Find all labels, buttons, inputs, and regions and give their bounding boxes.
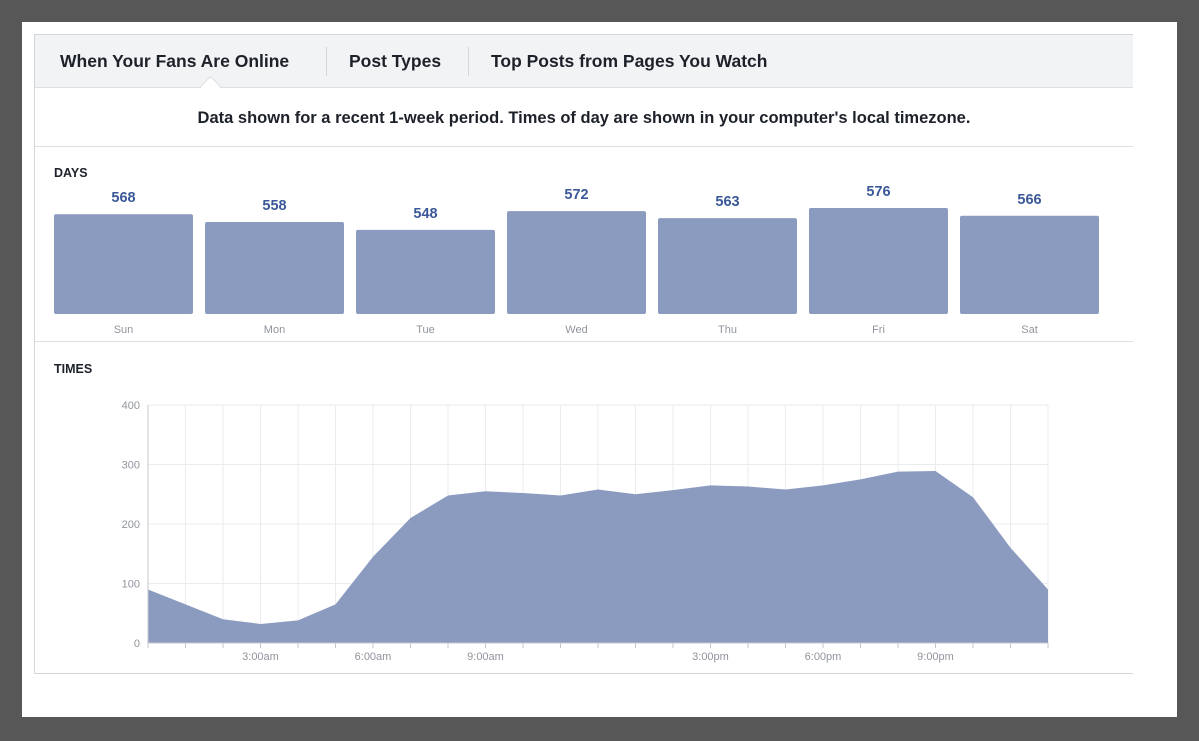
day-label: Thu bbox=[718, 324, 737, 336]
day-label: Tue bbox=[416, 324, 435, 336]
day-bar bbox=[205, 222, 344, 314]
day-bar bbox=[809, 208, 948, 314]
y-tick-label: 200 bbox=[122, 519, 140, 531]
day-bar bbox=[658, 218, 797, 314]
section-divider bbox=[35, 341, 1133, 342]
x-tick-label: 9:00pm bbox=[917, 651, 954, 663]
day-label: Wed bbox=[565, 324, 587, 336]
day-label: Mon bbox=[264, 324, 285, 336]
y-tick-label: 300 bbox=[122, 460, 140, 472]
x-tick-label: 6:00am bbox=[355, 651, 392, 663]
y-tick-label: 400 bbox=[122, 400, 140, 412]
days-bar-chart: 568 Sun 558 Mon 548 Tue 572 Wed 563 Thu 576 Fri 566 S… bbox=[54, 184, 1099, 336]
x-tick-label: 6:00pm bbox=[805, 651, 842, 663]
times-section-label: TIMES bbox=[54, 362, 93, 376]
insights-panel: When Your Fans Are Online Post Types Top… bbox=[34, 34, 1133, 674]
data-period-note: Data shown for a recent 1-week period. T… bbox=[35, 88, 1133, 147]
day-bar-value: 576 bbox=[866, 184, 890, 200]
day-bar bbox=[54, 214, 193, 314]
day-bar-value: 572 bbox=[564, 187, 588, 203]
tab-top-posts-pages-you-watch[interactable]: Top Posts from Pages You Watch bbox=[491, 51, 768, 71]
day-bar-value: 548 bbox=[413, 206, 437, 222]
x-tick-label: 3:00am bbox=[242, 651, 279, 663]
day-bar-value: 558 bbox=[262, 198, 286, 214]
day-label: Fri bbox=[872, 324, 885, 336]
tab-divider bbox=[468, 47, 469, 76]
x-tick-label: 9:00am bbox=[467, 651, 504, 663]
tab-when-fans-online[interactable]: When Your Fans Are Online bbox=[60, 51, 290, 71]
day-label: Sun bbox=[114, 324, 134, 336]
times-area-chart: 0 100 200 300 400 3:00am 6:00am 9:00am 3:00pm 6:0… bbox=[122, 400, 1049, 663]
day-bar bbox=[960, 215, 1099, 314]
y-tick-label: 0 bbox=[134, 638, 140, 650]
day-bar bbox=[507, 211, 646, 314]
tab-bar: When Your Fans Are Online Post Types Top… bbox=[35, 35, 1133, 88]
day-bar-value: 566 bbox=[1017, 192, 1041, 208]
times-area-series bbox=[148, 471, 1048, 643]
day-bar-value: 568 bbox=[111, 190, 135, 206]
day-bar bbox=[356, 229, 495, 314]
tab-divider bbox=[326, 47, 327, 76]
day-label: Sat bbox=[1021, 324, 1038, 336]
x-tick-label: 3:00pm bbox=[692, 651, 729, 663]
day-bar-value: 563 bbox=[715, 194, 739, 210]
tab-post-types[interactable]: Post Types bbox=[349, 51, 442, 71]
y-tick-label: 100 bbox=[122, 579, 140, 591]
days-section-label: DAYS bbox=[54, 166, 88, 180]
